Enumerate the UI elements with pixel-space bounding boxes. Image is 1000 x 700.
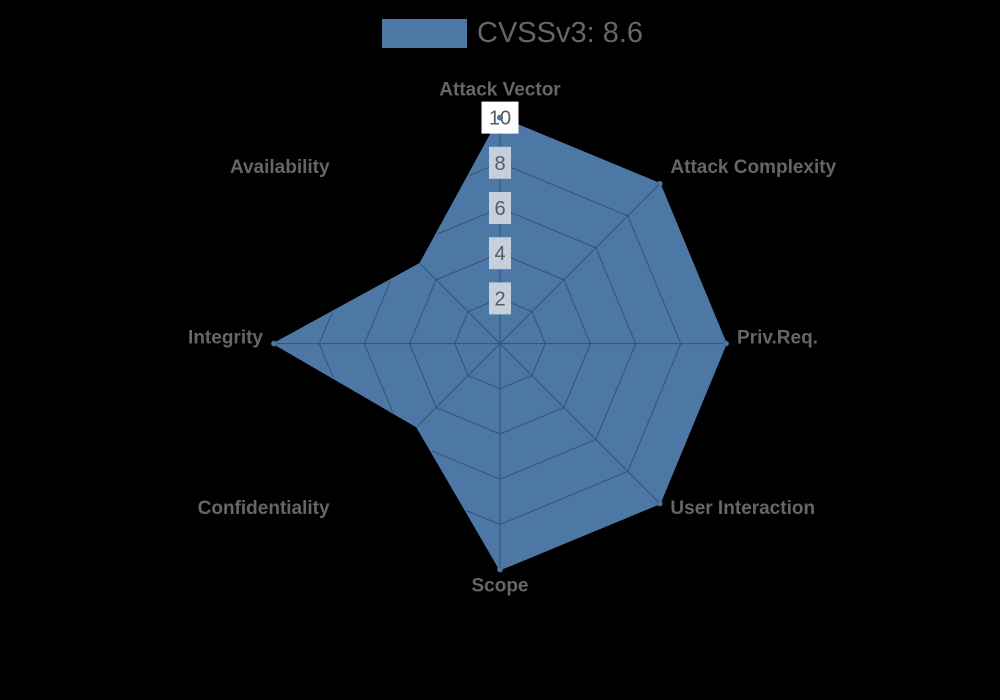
- svg-text:6: 6: [494, 198, 505, 220]
- svg-text:Scope: Scope: [471, 576, 528, 597]
- svg-text:Availability: Availability: [230, 157, 330, 178]
- svg-text:Priv.Req.: Priv.Req.: [737, 328, 818, 349]
- svg-text:Attack Complexity: Attack Complexity: [670, 157, 836, 178]
- svg-text:Attack Vector: Attack Vector: [439, 80, 561, 101]
- svg-text:4: 4: [494, 243, 505, 265]
- svg-text:Integrity: Integrity: [188, 328, 263, 349]
- svg-text:User Interaction: User Interaction: [670, 498, 815, 519]
- svg-text:2: 2: [494, 288, 505, 310]
- svg-text:8: 8: [494, 153, 505, 175]
- svg-text:Confidentiality: Confidentiality: [198, 498, 330, 519]
